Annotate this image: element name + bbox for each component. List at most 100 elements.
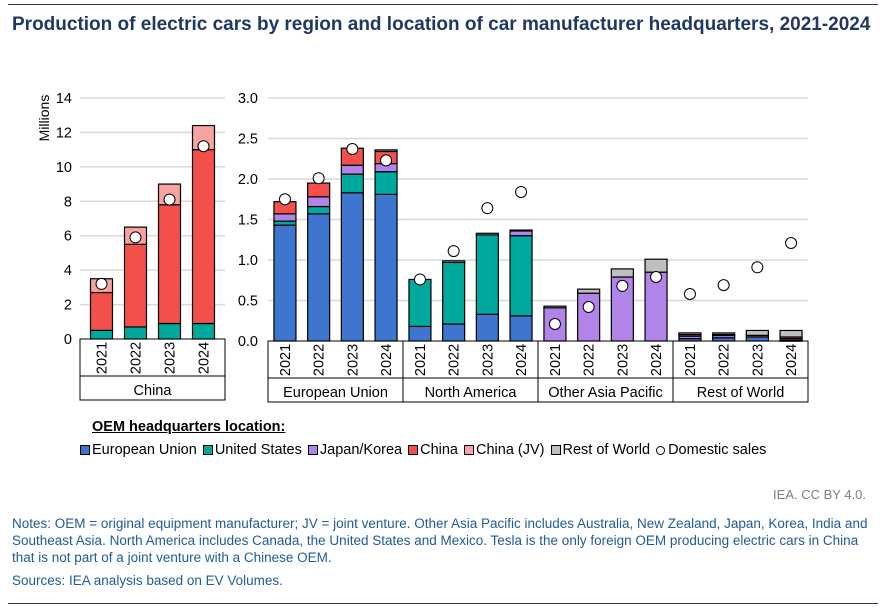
legend-swatch [80,445,90,455]
year-label: 2021 [95,342,111,374]
group-label: China [134,383,173,399]
legend: European Union United States Japan/Korea… [80,442,766,458]
domestic-sales-marker [346,143,359,156]
legend-label: Rest of World [562,442,651,458]
bar-segment-united-states [340,173,364,194]
domestic-sales-marker [582,300,595,313]
y-tick-label: 8 [64,194,72,210]
legend-item-rest-of-world: Rest of World [550,442,651,458]
bar-segment-european-union [509,315,533,342]
y-tick-label: 10 [56,160,72,176]
year-label: 2024 [514,344,530,376]
legend-marker [656,445,666,455]
bar-segment-japan-korea [577,292,601,342]
y-tick-label: 3.0 [238,91,258,107]
domestic-sales-marker [683,288,696,301]
y-tick-label: 2.5 [238,132,258,148]
bar-segment-european-union [475,313,499,342]
bar-segment-japan-korea [307,196,331,208]
top-rule [8,4,878,5]
y-tick-label: 4 [64,263,72,279]
bar-segment-united-states [89,329,114,340]
bar-segment-european-union [408,325,432,342]
bar-segment-china [123,243,148,328]
legend-swatch [307,445,318,455]
domestic-sales-marker [481,202,494,215]
bar-segment-united-states [374,171,398,195]
bar-segment-japan-korea [340,164,364,175]
bar-segment-china [157,204,182,325]
y-tick-label: 2.0 [238,172,258,188]
y-tick-label: 0 [64,332,72,348]
legend-swatch [202,445,213,455]
bar-segment-united-states [475,234,499,315]
y-axis-label: Millions [36,95,52,142]
year-label: 2022 [447,344,463,376]
legend-item-china-jv: China (JV) [464,442,545,458]
year-label: 2024 [379,344,395,376]
domestic-sales-marker [616,279,629,292]
bar-segment-china [191,149,216,325]
year-label: 2023 [480,344,496,376]
bar-segment-rest-of-world [644,258,668,273]
group-label: European Union [283,385,388,401]
year-label: 2023 [163,342,179,374]
bar-segment-united-states [157,322,182,340]
bar-segment-rest-of-world [509,229,533,232]
bar-segment-rest-of-world [779,329,803,338]
bar-segment-rest-of-world [543,305,567,309]
bar-segment-european-union [442,323,466,342]
domestic-sales-marker [650,271,663,284]
year-label: 2021 [413,344,429,376]
bar-segment-european-union [307,213,331,342]
legend-swatch [464,445,474,455]
bar-segment-european-union [273,224,297,342]
domestic-sales-marker [380,154,393,167]
year-label: 2024 [197,342,213,374]
y-tick-label: 1.0 [238,253,258,269]
y-tick-label: 1.5 [238,213,258,229]
bar-segment-united-states [442,261,466,325]
sources: Sources: IEA analysis based on EV Volume… [12,573,283,588]
year-label: 2024 [649,344,665,376]
bar-segment-japan-korea [273,213,297,222]
year-label: 2021 [278,344,294,376]
legend-item-domestic-sales: Domestic sales [656,442,766,458]
year-label: 2022 [717,344,733,376]
bottom-rule [8,603,878,604]
domestic-sales-marker [785,236,798,249]
legend-label: Domestic sales [668,442,767,458]
year-label: 2024 [784,344,800,376]
domestic-sales-marker [95,277,108,290]
group-label: North America [425,385,518,401]
domestic-sales-marker [751,261,764,274]
bar-segment-china [89,291,114,331]
y-tick-label: 2 [64,298,72,314]
year-label: 2021 [548,344,564,376]
legend-swatch [550,445,561,455]
bar-segment-european-union [374,193,398,342]
y-tick-label: 6 [64,229,72,245]
legend-item-japan-korea: Japan/Korea [307,442,402,458]
bar-segment-rest-of-world [610,268,634,278]
domestic-sales-marker [717,279,730,292]
bar-segment-rest-of-world [475,232,499,236]
category-axis [79,338,226,401]
bar-segment-united-states [408,278,432,328]
domestic-sales-marker [163,193,176,206]
group-label: Other Asia Pacific [548,385,662,401]
bar-segment-european-union [340,192,364,342]
y-tick-label: 0.0 [238,334,258,350]
bar-segment-united-states [191,322,216,340]
year-label: 2022 [129,342,145,374]
bar-segment-china [307,182,331,198]
legend-label: China (JV) [476,442,545,458]
legend-label: United States [214,442,302,458]
legend-swatch [408,445,419,455]
year-label: 2023 [750,344,766,376]
bar-segment-rest-of-world [577,288,601,294]
legend-title: OEM headquarters location: [92,419,286,435]
bar-segment-rest-of-world [745,329,769,336]
y-tick-label: 14 [56,91,72,107]
